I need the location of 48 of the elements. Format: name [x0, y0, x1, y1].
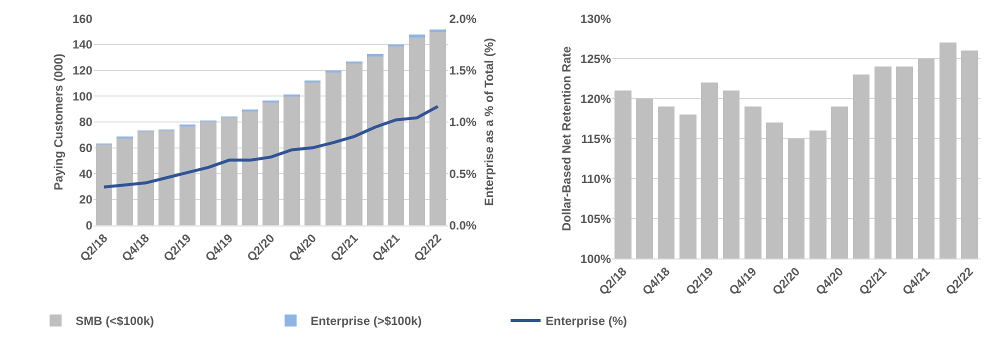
bar [96, 144, 112, 226]
bar [367, 56, 384, 226]
y-tick-label: 160 [72, 12, 93, 26]
y-tick-label: 140 [72, 38, 93, 52]
y2-axis-title: Enterprise as a % of Total (%) [482, 38, 496, 206]
bar [388, 44, 404, 47]
y-tick-label: 80 [79, 115, 93, 130]
bar [367, 54, 384, 57]
y2-tick-label: 2.0% [449, 12, 477, 26]
bar [220, 117, 238, 226]
y-tick-label: 115% [581, 132, 612, 146]
y-tick-label: 0 [86, 218, 93, 232]
y-tick-label: 20 [79, 192, 93, 207]
bar [408, 36, 426, 226]
y2-tick-label: 1.5% [449, 63, 477, 78]
bar [200, 121, 216, 226]
y2-tick-label: 1.0% [449, 115, 477, 130]
y-tick-label: 100% [580, 252, 612, 266]
y-tick-label: 40 [79, 166, 93, 181]
bar [430, 32, 446, 226]
bar [158, 130, 175, 226]
legend-label: SMB (<$100k) [76, 314, 154, 328]
y2-tick-label: 0.0% [449, 218, 477, 232]
bar [304, 82, 321, 226]
y-axis-title: Dollar-Based Net Retention Rate [560, 46, 574, 231]
y-axis-title: Paying Customers (000) [52, 54, 66, 190]
y2-tick-label: 0.5% [449, 166, 477, 181]
bar [388, 46, 404, 226]
bar [242, 111, 258, 226]
bar [262, 102, 279, 226]
y-tick-label: 120% [580, 92, 612, 106]
y-tick-label: 105% [580, 212, 612, 226]
y-tick-label: 130% [580, 12, 612, 26]
legend-label: Enterprise (>$100k) [310, 314, 422, 328]
bar [284, 96, 300, 226]
bar [346, 63, 362, 226]
y-tick-label: 125% [580, 52, 612, 66]
bar [179, 126, 196, 226]
bar [325, 72, 342, 226]
y-tick-label: 60 [79, 140, 93, 155]
bar [116, 138, 133, 226]
bar [138, 131, 154, 226]
y-tick-label: 120 [72, 63, 93, 78]
line-series [102, 104, 440, 189]
legend-label: Enterprise (%) [546, 314, 627, 328]
y-tick-label: 110% [581, 172, 612, 186]
y-tick-label: 100 [72, 89, 93, 104]
bar [408, 34, 426, 38]
